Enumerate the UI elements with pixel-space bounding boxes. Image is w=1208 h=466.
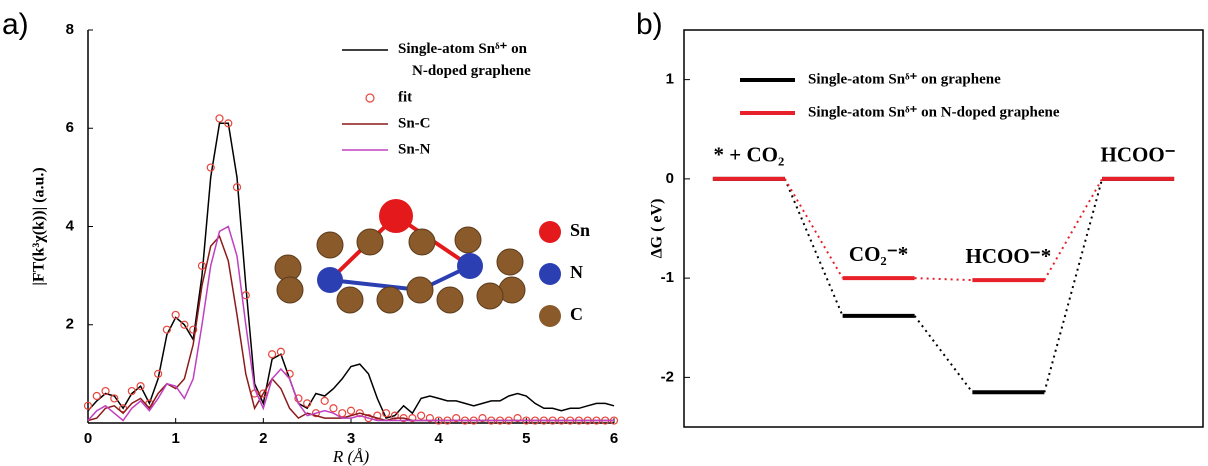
y-tick-label: 2: [66, 316, 74, 333]
plot-frame: [684, 30, 1203, 427]
inset-legend-marker: [539, 263, 561, 285]
fit-marker: [348, 407, 355, 414]
fit-marker: [418, 412, 425, 419]
connector: [1044, 179, 1102, 392]
connector: [785, 179, 843, 316]
y-tick-label: -2: [661, 368, 674, 385]
y-tick-label: 8: [66, 21, 74, 38]
legend-label: Sn-C: [398, 115, 431, 131]
legend-marker: [366, 94, 374, 102]
fit-marker: [216, 115, 223, 122]
y-tick-label: 1: [666, 71, 674, 88]
connector: [1044, 179, 1102, 280]
y-tick-label: 0: [666, 170, 674, 187]
inset-legend-marker: [539, 305, 561, 327]
x-tick-label: 2: [259, 430, 267, 447]
legend-label: Single-atom Snᵟ⁺ on N-doped graphene: [398, 41, 531, 79]
x-tick-label: 1: [171, 430, 179, 447]
legend-label: fit: [398, 89, 412, 105]
x-tick-label: 4: [434, 430, 443, 447]
fit-marker: [339, 410, 346, 417]
state-label: HCOO⁻: [1100, 143, 1175, 167]
connector: [915, 278, 973, 280]
legend-label: Single-atom Snᵟ⁺ on graphene: [808, 71, 1001, 87]
line: [88, 123, 614, 418]
inset-legend-label: Sn: [570, 220, 590, 240]
connector: [915, 316, 973, 392]
legend-label: Sn-N: [398, 141, 431, 157]
figure: a) b) Sn N C 0 1 2 3 4 5 6 2 4 6 8 R (Å) |FT(k³χ(k))| (…: [0, 0, 1208, 466]
line: [88, 236, 614, 420]
y-tick-label: -1: [661, 269, 674, 286]
legend-label: Single-atom Snᵟ⁺ on N-doped graphene: [808, 104, 1060, 120]
inset-legend-label: C: [570, 304, 583, 324]
state-label: CO₂⁻*: [849, 242, 908, 266]
y-tick-label: 6: [66, 119, 74, 136]
line: [88, 227, 614, 421]
x-axis-label: R (Å): [332, 447, 370, 466]
fit-marker: [93, 392, 100, 399]
connector: [785, 179, 843, 278]
fit-marker: [321, 397, 328, 404]
inset-legend-label: N: [570, 262, 583, 282]
panel-label: a): [2, 8, 29, 41]
y-axis-label: ΔG ( eV): [649, 199, 666, 259]
state-label: HCOO⁻*: [965, 244, 1051, 268]
molecule-inset: [275, 199, 525, 313]
x-tick-label: 5: [522, 430, 530, 447]
y-tick-label: 4: [66, 217, 75, 234]
panel-label: b): [636, 8, 663, 41]
x-tick-label: 6: [610, 430, 618, 447]
fit-marker: [269, 351, 276, 358]
state-label: * + CO₂: [713, 143, 784, 167]
y-axis-label: |FT(k³χ(k))| (a.u.): [31, 167, 48, 285]
x-tick-label: 3: [347, 430, 355, 447]
fit-marker: [330, 405, 337, 412]
x-tick-label: 0: [84, 430, 92, 447]
fit-marker: [207, 164, 214, 171]
inset-legend-marker: [539, 221, 561, 243]
